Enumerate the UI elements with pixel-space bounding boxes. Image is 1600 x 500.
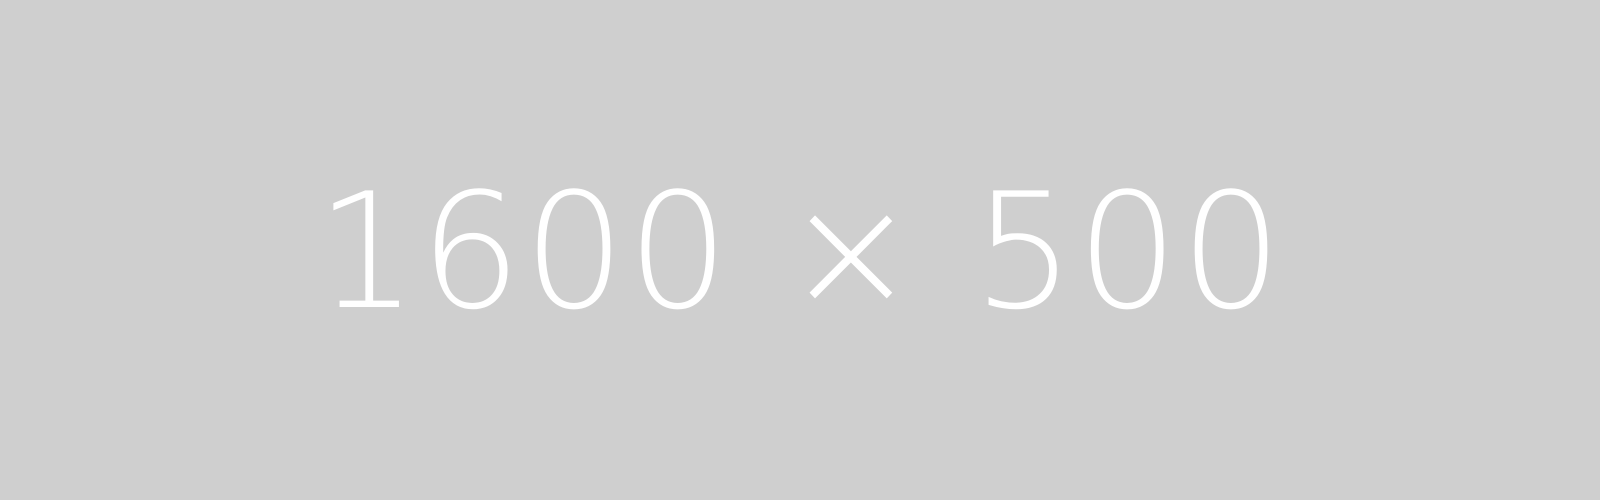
placeholder-dimensions-label: 1600 × 500 [315, 158, 1285, 345]
